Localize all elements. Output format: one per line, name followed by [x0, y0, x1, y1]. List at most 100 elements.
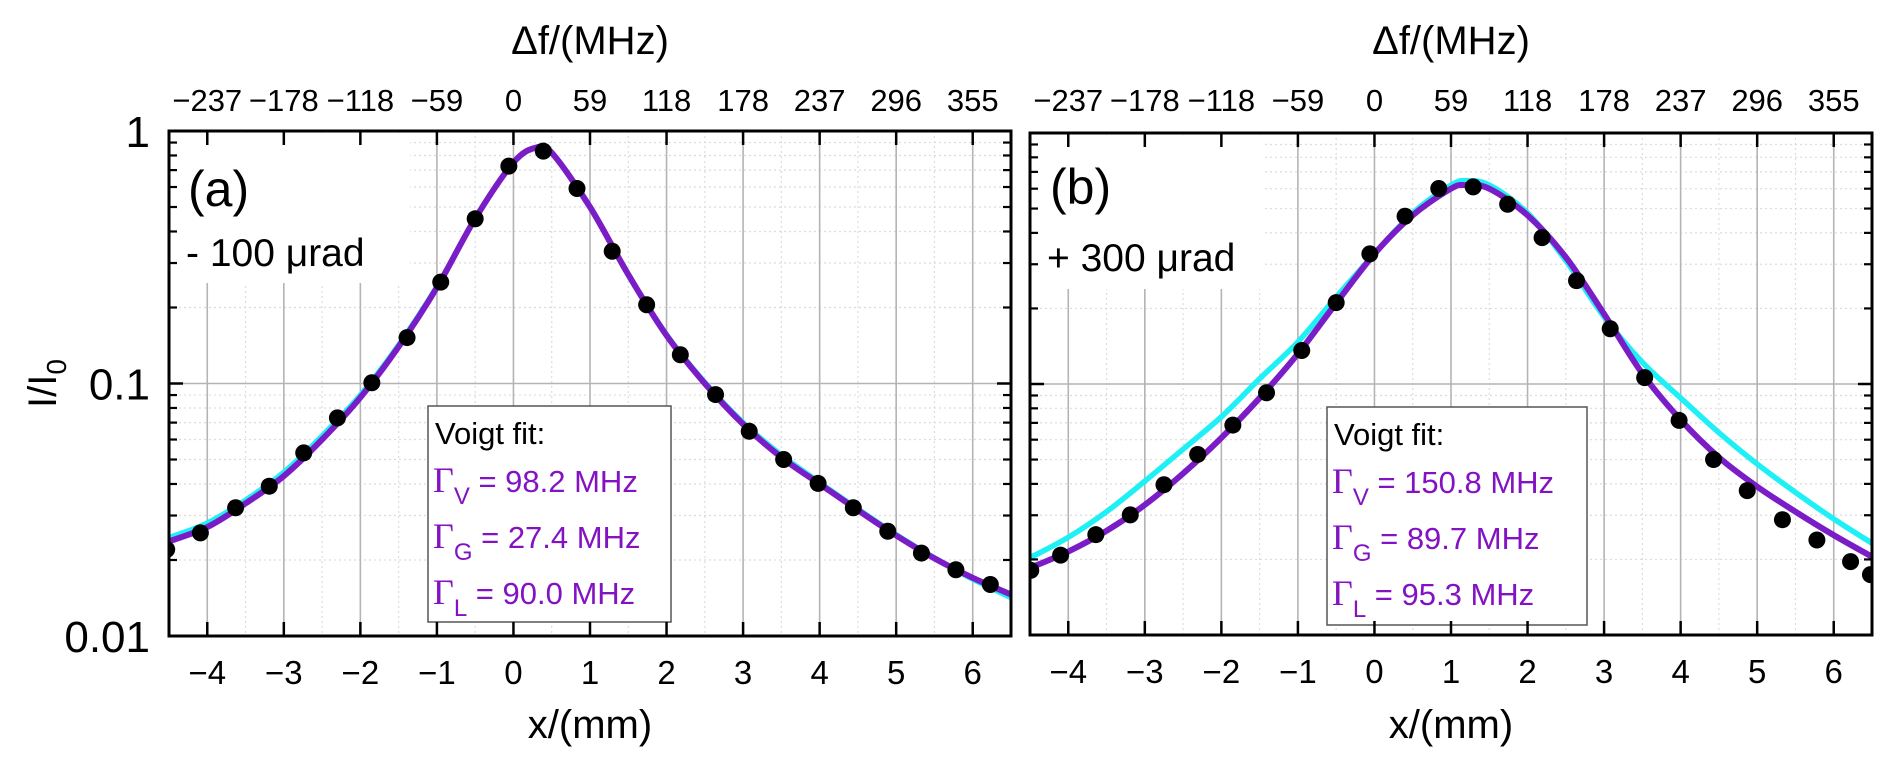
data-point	[1430, 180, 1448, 198]
x-tick-label: −1	[418, 654, 456, 691]
data-point	[1155, 476, 1173, 494]
top-tick-label: −118	[1188, 83, 1256, 118]
data-point	[879, 522, 897, 540]
top-tick-label: −178	[1110, 83, 1180, 118]
top-tick-label: −59	[1272, 83, 1325, 118]
y-axis-title-sub: 0	[41, 359, 72, 375]
angle-annotation: + 300 μrad	[1047, 237, 1235, 280]
data-point	[534, 142, 552, 160]
legend-entry-g: ΓG = 27.4 MHz	[433, 516, 640, 566]
x-tick-label: 5	[1748, 653, 1766, 690]
top-tick-label: −237	[1033, 83, 1103, 118]
top-tick-label: −237	[172, 83, 242, 118]
top-tick-label: 355	[947, 83, 999, 118]
x-tick-label: 1	[581, 654, 599, 691]
legend-value: = 90.0 MHz	[467, 576, 635, 611]
top-tick-label: −59	[411, 83, 464, 118]
x-tick-label: 0	[1365, 653, 1383, 690]
data-point	[227, 499, 245, 517]
data-point	[1842, 553, 1860, 571]
top-axis-title: Δf/(MHz)	[511, 19, 669, 63]
data-point	[169, 541, 176, 558]
top-tick-label: 0	[1366, 83, 1383, 118]
legend-value: = 95.3 MHz	[1366, 577, 1534, 612]
gamma-subscript: L	[454, 595, 467, 622]
legend-value: = 98.2 MHz	[470, 464, 638, 499]
x-tick-label: 2	[1518, 653, 1536, 690]
gamma-symbol: Γ	[433, 460, 454, 500]
x-tick-label: 4	[810, 654, 828, 691]
data-point	[1396, 207, 1414, 225]
top-tick-label: 0	[505, 83, 522, 118]
data-point	[191, 524, 209, 542]
top-tick-label: 237	[1655, 83, 1707, 118]
x-tick-label: −4	[188, 654, 226, 691]
gamma-subscript: G	[1353, 540, 1372, 567]
top-tick-label: −178	[249, 83, 319, 118]
y-axis-title: I/I0	[21, 359, 72, 408]
top-tick-label: 237	[794, 83, 846, 118]
angle-annotation: - 100 μrad	[186, 232, 365, 275]
data-point	[260, 477, 278, 495]
top-tick-label: 118	[642, 83, 691, 118]
x-tick-label: 3	[734, 654, 752, 691]
top-tick-label: 178	[717, 83, 769, 118]
data-point	[1293, 341, 1311, 359]
data-point	[432, 273, 450, 291]
x-axis-title: x/(mm)	[528, 703, 652, 747]
data-point	[1087, 526, 1105, 544]
label-backdrop	[172, 135, 410, 283]
top-tick-label: 296	[1731, 83, 1783, 118]
data-point	[500, 157, 518, 175]
data-point	[1121, 506, 1139, 524]
panel-label: (b)	[1050, 159, 1111, 215]
legend-entry-l: ΓL = 90.0 MHz	[433, 572, 635, 622]
gamma-symbol: Γ	[1332, 461, 1353, 501]
legend-value: = 89.7 MHz	[1371, 521, 1539, 556]
data-point	[1052, 546, 1070, 564]
data-point	[603, 242, 621, 260]
top-tick-label: 178	[1578, 83, 1630, 118]
data-point	[398, 329, 416, 347]
label-backdrop	[1033, 137, 1265, 289]
gamma-symbol: Γ	[1332, 573, 1353, 613]
y-axis-title-main: I/I	[21, 375, 65, 408]
data-point	[1808, 531, 1826, 549]
legend-entry-v: ΓV = 98.2 MHz	[433, 460, 638, 510]
legend-entry-l: ΓL = 95.3 MHz	[1332, 573, 1534, 623]
legend-entry-v: ΓV = 150.8 MHz	[1332, 461, 1554, 511]
data-point	[1030, 561, 1040, 579]
top-tick-label: 296	[870, 83, 922, 118]
legend-value: = 27.4 MHz	[472, 520, 640, 555]
data-point	[1327, 294, 1345, 312]
x-tick-label: 4	[1671, 653, 1689, 690]
x-tick-label: 3	[1595, 653, 1613, 690]
gamma-subscript: L	[1353, 596, 1366, 623]
x-axis-title: x/(mm)	[1389, 703, 1513, 747]
data-point	[809, 474, 827, 492]
data-point	[568, 179, 586, 197]
top-tick-label: 118	[1503, 83, 1552, 118]
x-tick-label: 0	[504, 654, 522, 691]
legend-box	[427, 405, 672, 623]
data-point	[1738, 482, 1756, 500]
data-point	[844, 499, 862, 517]
top-tick-label: 59	[573, 83, 607, 118]
data-point	[1636, 369, 1654, 387]
y-tick-label: 1	[126, 108, 150, 157]
data-point	[466, 210, 484, 228]
data-point	[947, 561, 965, 579]
x-tick-label: 6	[964, 654, 982, 691]
data-point	[295, 444, 313, 462]
x-tick-label: 5	[887, 654, 905, 691]
top-tick-label: 355	[1808, 83, 1860, 118]
x-tick-label: −1	[1279, 653, 1317, 690]
data-point	[707, 386, 725, 404]
x-tick-label: −2	[1203, 653, 1241, 690]
data-point	[1224, 416, 1242, 434]
data-point	[328, 409, 346, 427]
